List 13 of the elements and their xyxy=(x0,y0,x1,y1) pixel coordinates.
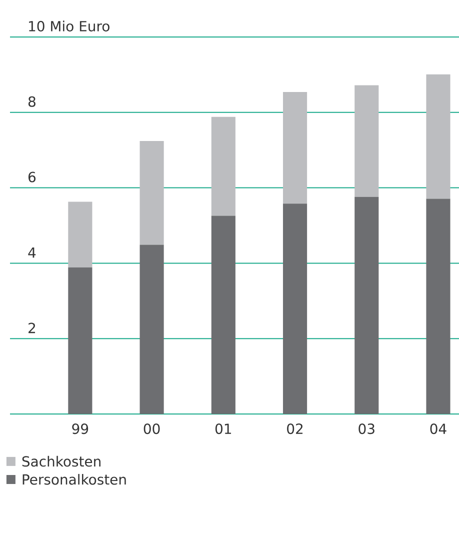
x-tick-label: 02 xyxy=(287,424,302,434)
x-tick-label: 04 xyxy=(430,424,446,434)
x-tick-label: 01 xyxy=(215,424,231,434)
y-tick-label: 10 Mio Euro xyxy=(29,20,110,32)
x-tick-label: 03 xyxy=(358,424,374,434)
y-tick-label: 8 xyxy=(28,96,36,107)
legend-label: Sachkosten xyxy=(22,456,100,467)
legend-label: Personalkosten xyxy=(22,474,126,485)
x-tick-label: 99 xyxy=(72,424,88,434)
y-tick-label: 4 xyxy=(28,248,36,258)
y-tick-label: 2 xyxy=(28,322,36,334)
y-tick-label: 6 xyxy=(28,172,36,182)
x-tick-label: 00 xyxy=(144,424,160,434)
